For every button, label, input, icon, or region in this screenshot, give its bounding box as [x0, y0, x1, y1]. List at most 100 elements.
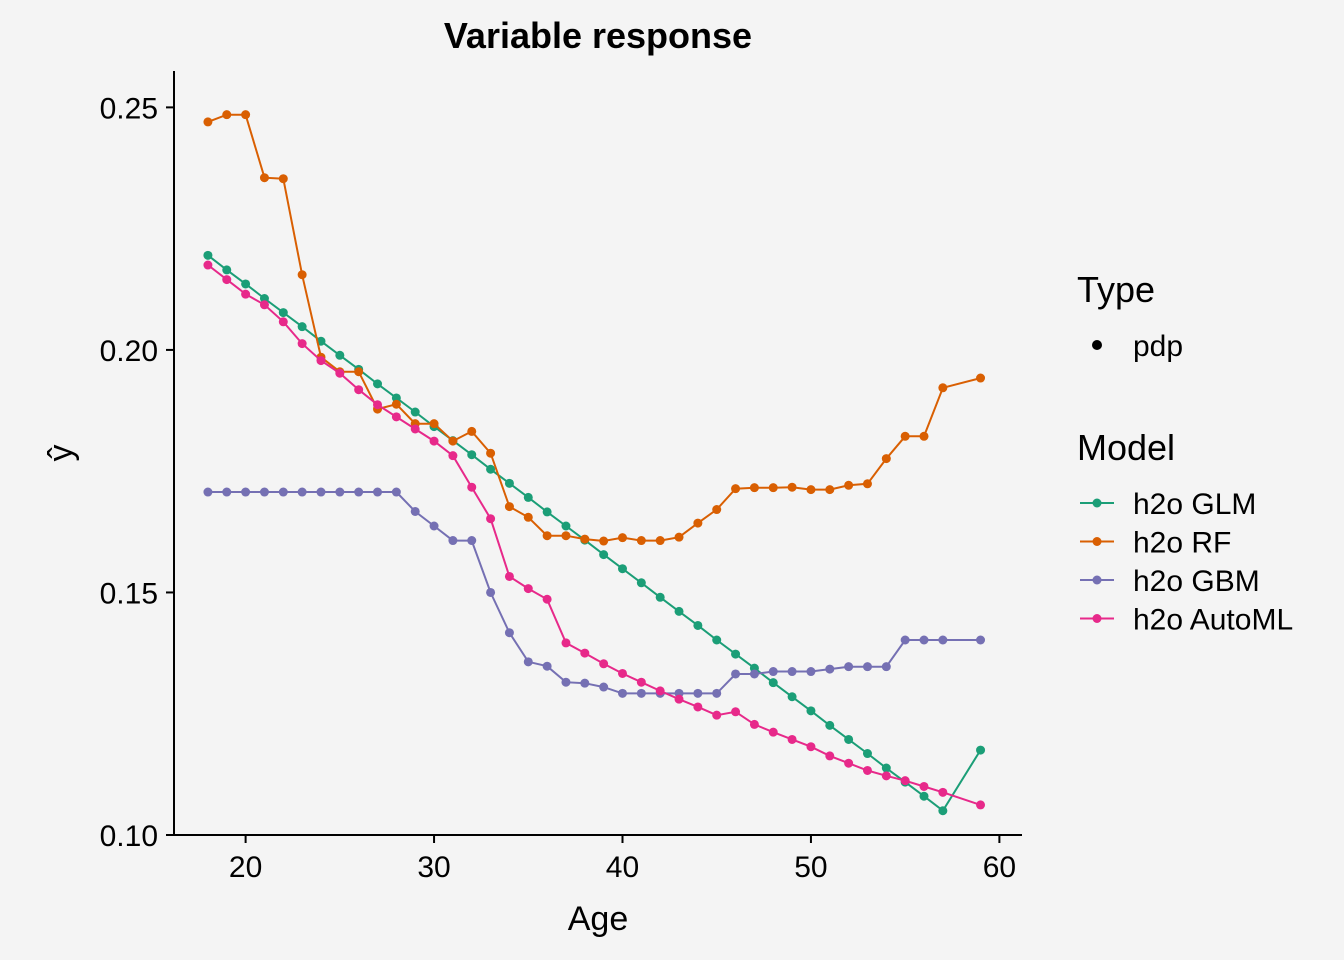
legend-pdp-marker — [1092, 340, 1102, 350]
data-point-h2o-automl — [655, 686, 665, 696]
data-point-h2o-gbm — [731, 669, 741, 679]
data-point-h2o-automl — [373, 400, 383, 410]
data-point-h2o-glm — [768, 678, 778, 688]
data-point-h2o-automl — [222, 275, 232, 285]
data-point-h2o-automl — [391, 412, 401, 422]
data-point-h2o-glm — [259, 294, 269, 304]
legend-model-entries: h2o GLM h2o RF h2o GBM h2o AutoML — [1080, 488, 1293, 637]
legend-marker-h2o-rf — [1092, 537, 1102, 546]
data-point-h2o-gbm — [391, 487, 401, 497]
data-point-h2o-automl — [316, 356, 326, 366]
data-point-h2o-automl — [278, 317, 288, 327]
data-point-h2o-rf — [806, 485, 816, 495]
data-point-h2o-automl — [674, 694, 684, 704]
data-point-h2o-glm — [467, 450, 477, 460]
data-point-h2o-automl — [844, 758, 854, 768]
data-point-h2o-automl — [900, 776, 910, 786]
data-point-h2o-gbm — [259, 487, 269, 497]
data-point-h2o-gbm — [448, 536, 458, 546]
x-tick-label: 30 — [417, 851, 450, 884]
data-point-h2o-gbm — [297, 487, 307, 497]
data-point-h2o-glm — [731, 649, 741, 659]
data-point-h2o-glm — [504, 478, 514, 488]
data-point-h2o-automl — [523, 584, 533, 594]
data-point-h2o-gbm — [806, 667, 816, 677]
data-point-h2o-gbm — [410, 506, 420, 516]
data-point-h2o-glm — [241, 279, 251, 289]
data-point-h2o-gbm — [976, 635, 986, 645]
data-point-h2o-gbm — [919, 635, 929, 645]
data-point-h2o-rf — [203, 117, 213, 127]
data-point-h2o-rf — [542, 531, 552, 541]
data-point-h2o-rf — [561, 531, 571, 541]
data-point-h2o-glm — [655, 592, 665, 602]
data-point-h2o-gbm — [881, 662, 891, 672]
legend-entry-h2o-glm: h2o GLM — [1080, 488, 1256, 521]
data-point-h2o-glm — [881, 763, 891, 773]
data-point-h2o-gbm — [580, 678, 590, 688]
data-point-h2o-automl — [862, 765, 872, 775]
data-point-h2o-glm — [391, 393, 401, 403]
data-point-h2o-rf — [655, 536, 665, 546]
data-point-h2o-rf — [749, 483, 759, 493]
y-tick-label: 0.10 — [100, 820, 158, 853]
data-point-h2o-rf — [429, 419, 439, 429]
data-point-h2o-automl — [731, 707, 741, 717]
data-point-h2o-automl — [504, 571, 514, 581]
data-point-h2o-gbm — [354, 487, 364, 497]
legend-label-h2o-glm: h2o GLM — [1133, 488, 1256, 521]
x-tick-label: 60 — [983, 851, 1016, 884]
chart-title: Variable response — [444, 15, 752, 56]
y-tick-label: 0.15 — [100, 577, 158, 610]
data-point-h2o-rf — [580, 534, 590, 544]
data-point-h2o-automl — [881, 771, 891, 781]
legend-entry-h2o-gbm: h2o GBM — [1080, 565, 1260, 598]
data-point-h2o-automl — [976, 800, 986, 810]
plot-area: 20 30 40 50 60 0.10 0.15 0.20 0.25 — [100, 71, 1022, 884]
legend-type-title: Type — [1077, 269, 1155, 310]
data-point-h2o-gbm — [712, 688, 722, 698]
data-point-h2o-rf — [222, 110, 232, 120]
data-point-h2o-glm — [919, 791, 929, 801]
data-point-h2o-rf — [787, 482, 797, 492]
data-point-h2o-rf — [241, 110, 251, 120]
data-point-h2o-glm — [222, 265, 232, 275]
data-point-h2o-rf — [504, 502, 514, 512]
data-point-h2o-automl — [542, 594, 552, 604]
data-point-h2o-rf — [391, 399, 401, 409]
data-point-h2o-glm — [712, 635, 722, 645]
data-point-h2o-gbm — [429, 521, 439, 531]
data-point-h2o-gbm — [825, 664, 835, 674]
data-point-h2o-gbm — [862, 662, 872, 672]
data-point-h2o-rf — [844, 480, 854, 490]
series-layer — [203, 110, 986, 816]
data-point-h2o-glm — [203, 250, 213, 260]
data-point-h2o-gbm — [900, 635, 910, 645]
data-point-h2o-glm — [410, 407, 420, 417]
series-h2o-automl — [203, 260, 986, 810]
data-point-h2o-automl — [768, 727, 778, 737]
legend-marker-h2o-glm — [1092, 498, 1102, 508]
data-point-h2o-rf — [900, 431, 910, 441]
data-point-h2o-glm — [523, 492, 533, 502]
data-point-h2o-glm — [617, 564, 627, 574]
data-point-h2o-automl — [693, 702, 703, 712]
data-point-h2o-automl — [259, 300, 269, 310]
data-point-h2o-gbm — [749, 669, 759, 679]
data-point-h2o-automl — [486, 514, 496, 524]
data-point-h2o-automl — [410, 424, 420, 434]
data-point-h2o-automl — [919, 781, 929, 791]
y-tick-group: 0.10 0.15 0.20 0.25 — [100, 92, 174, 853]
data-point-h2o-automl — [297, 339, 307, 349]
data-point-h2o-rf — [259, 173, 269, 183]
data-point-h2o-rf — [297, 270, 307, 280]
x-axis-title: Age — [568, 900, 629, 938]
data-point-h2o-automl — [749, 719, 759, 729]
data-point-h2o-rf — [712, 505, 722, 515]
data-point-h2o-glm — [599, 550, 609, 560]
data-point-h2o-automl — [335, 368, 345, 378]
data-point-h2o-rf — [448, 436, 458, 446]
data-point-h2o-rf — [278, 174, 288, 184]
